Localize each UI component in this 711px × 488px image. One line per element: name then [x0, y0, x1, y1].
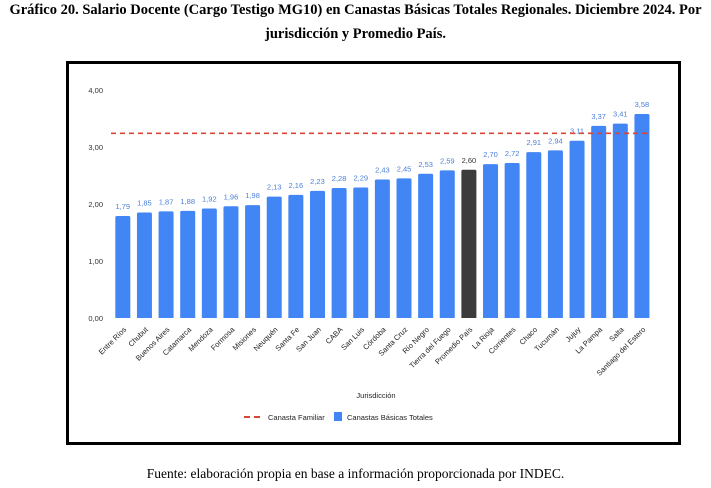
data-label: 1,98: [245, 191, 260, 200]
bar: [634, 113, 650, 318]
chart-title-line-1: Gráfico 20. Salario Docente (Cargo Testi…: [9, 2, 702, 18]
data-label: 2,29: [353, 173, 368, 182]
data-label: 2,28: [332, 174, 347, 183]
data-label: 2,43: [375, 165, 390, 174]
data-label: 3,37: [591, 112, 606, 121]
bar: [245, 205, 261, 318]
data-label: 3,11: [570, 127, 584, 136]
bar: [288, 194, 304, 318]
x-axis-title: Jurisdicción: [356, 391, 395, 400]
data-label: 2,53: [418, 160, 433, 169]
data-label: 1,87: [159, 197, 174, 206]
x-tick-label: Jujuy: [564, 325, 583, 344]
bar: [418, 173, 434, 318]
bar: [439, 170, 455, 318]
data-label: 2,16: [289, 181, 304, 190]
x-tick-label: Salta: [607, 324, 626, 343]
bar: [266, 196, 282, 318]
bar: [483, 164, 499, 318]
bar: [569, 140, 585, 318]
bar: [396, 178, 412, 318]
data-label: 1,85: [137, 199, 152, 208]
legend-label: Canastas Básicas Totales: [347, 413, 433, 422]
data-label: 2,23: [310, 177, 325, 186]
data-label: 2,60: [462, 156, 477, 165]
data-label: 2,59: [440, 156, 455, 165]
bar: [331, 188, 347, 318]
bar: [201, 208, 217, 318]
y-tick-label: 4,00: [88, 86, 103, 95]
chart-title-line-2: jurisdicción y Promedio País.: [265, 26, 446, 42]
bar: [461, 169, 477, 318]
data-label: 2,91: [526, 138, 541, 147]
source-note: Fuente: elaboración propia en base a inf…: [146, 466, 565, 481]
data-label: 2,45: [397, 164, 412, 173]
data-label: 2,70: [483, 150, 498, 159]
bar: [374, 179, 390, 318]
data-label: 1,92: [202, 195, 217, 204]
y-tick-label: 3,00: [88, 143, 103, 152]
bar: [158, 211, 174, 318]
bar: [180, 210, 196, 318]
data-label: 2,94: [548, 136, 563, 145]
bar: [504, 162, 520, 318]
data-label: 1,88: [180, 197, 195, 206]
data-label: 1,96: [224, 192, 239, 201]
x-tick-label: Entre Ríos: [97, 325, 129, 357]
bar: [309, 190, 325, 318]
y-tick-label: 2,00: [88, 200, 103, 209]
bar: [223, 206, 239, 318]
bar: [353, 187, 369, 318]
y-tick-label: 0,00: [88, 314, 103, 323]
legend-label: Canasta Familiar: [268, 413, 325, 422]
bar: [115, 215, 131, 318]
data-label: 2,13: [267, 183, 282, 192]
data-label: 1,79: [116, 202, 131, 211]
bar: [547, 150, 563, 318]
bar: [612, 123, 628, 318]
data-label: 2,72: [505, 149, 520, 158]
data-label: 3,58: [635, 100, 650, 109]
bar: [591, 125, 607, 318]
y-tick-label: 1,00: [88, 257, 103, 266]
bar: [526, 152, 542, 318]
data-label: 3,41: [613, 110, 628, 119]
bar: [136, 212, 152, 318]
legend-swatch-icon: [334, 412, 342, 421]
